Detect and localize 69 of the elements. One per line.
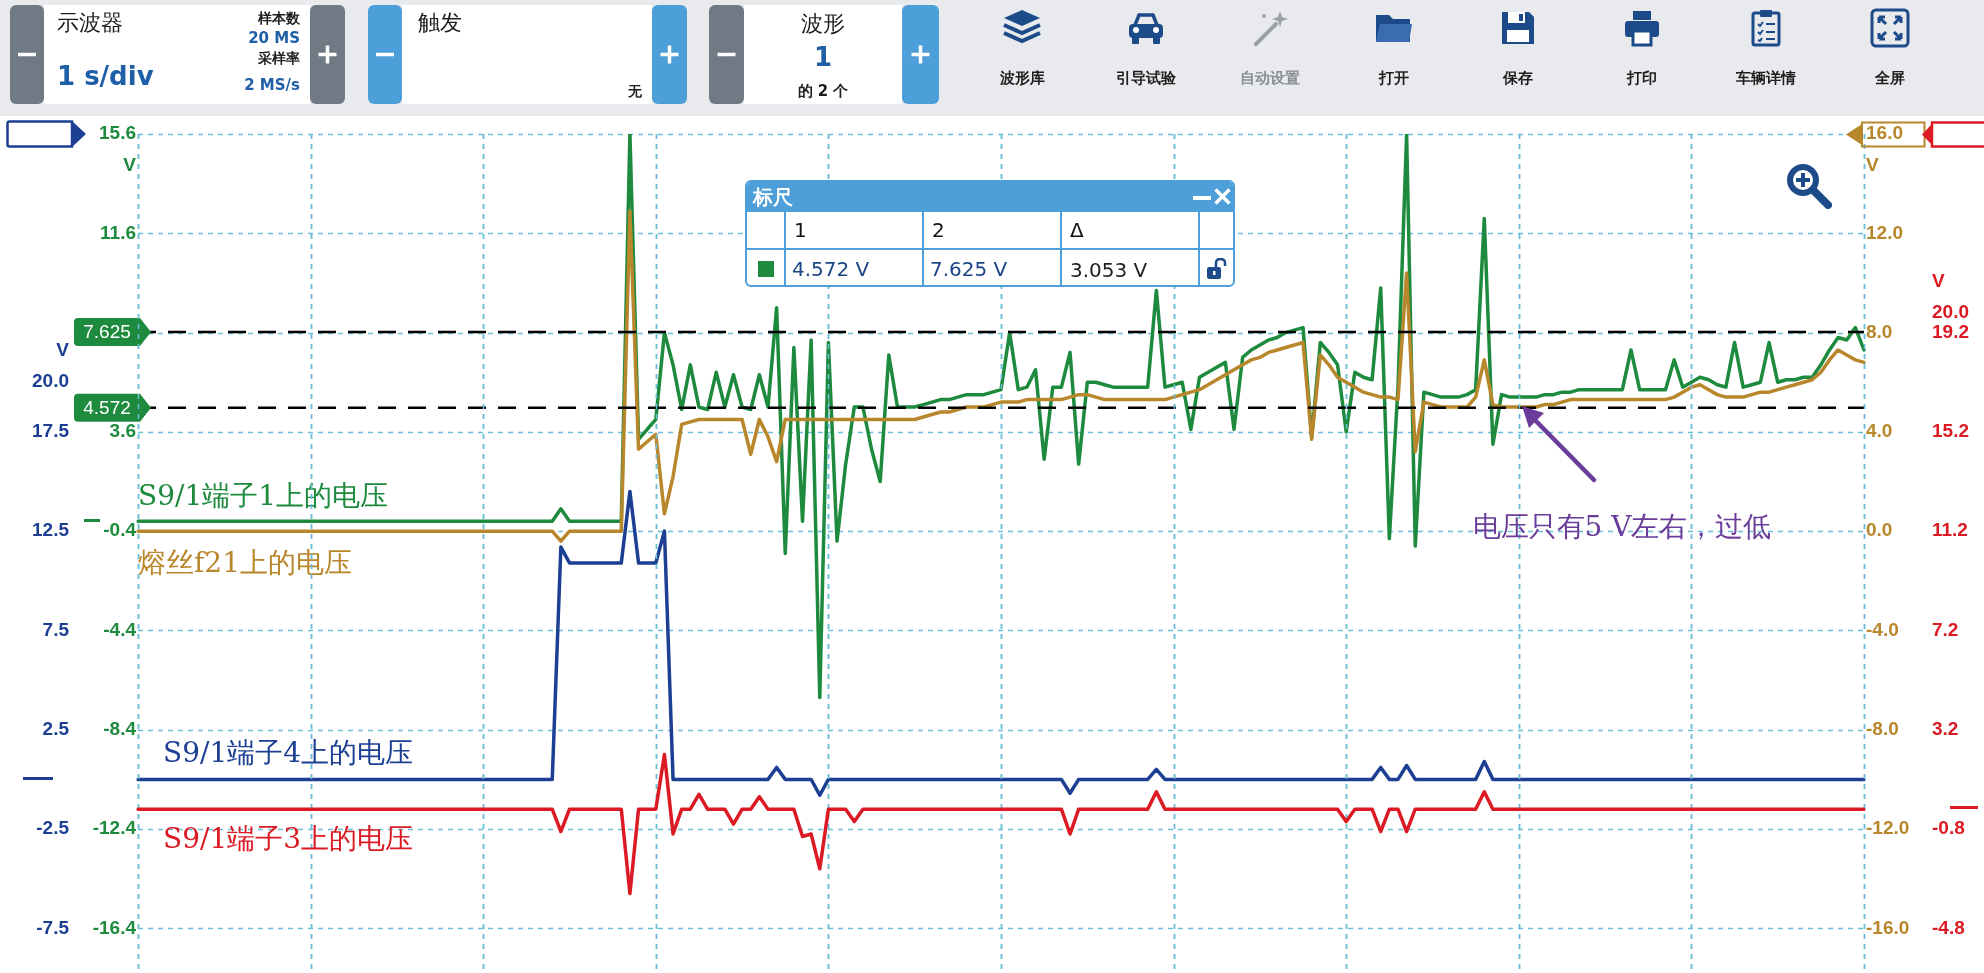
y-tick-label: 20.0 — [1932, 300, 1969, 322]
text: 波形 — [801, 10, 845, 38]
y-tick-label: 11.2 — [1932, 519, 1968, 541]
text: 20 MS — [248, 29, 300, 47]
y3-tick-label: -7.5 — [36, 916, 70, 938]
y2-tick-label: 4.0 — [1866, 420, 1893, 442]
text: 自动设置 — [1240, 68, 1300, 88]
annotation: 2 — [932, 218, 945, 242]
text: 波形库 — [999, 68, 1045, 88]
series-label: S9/1端子1上的电压 — [138, 478, 389, 512]
annotation: 1 — [794, 218, 807, 242]
ref-line-label: 7.625 — [83, 321, 131, 343]
y-tick-label: 3.6 — [109, 420, 136, 442]
y-tick-label: -4.4 — [103, 618, 137, 640]
y3-tick-label: 7.5 — [42, 618, 70, 640]
y2-tick-label: -8.0 — [1866, 717, 1899, 739]
text: 示波器 — [57, 9, 123, 37]
text: 样本数 — [258, 10, 300, 28]
y3-axis-title: V — [56, 339, 70, 361]
text: 触发 — [418, 9, 462, 37]
text: 保存 — [1503, 68, 1533, 88]
y-tick-label: -12.4 — [92, 817, 137, 839]
y2-tick-label: 8.0 — [1866, 320, 1893, 342]
text: 打印 — [1627, 68, 1657, 88]
y-axis-title: V — [123, 154, 137, 176]
series-label: S9/1端子3上的电压 — [163, 822, 414, 856]
y-tick-label: 15.2 — [1932, 420, 1969, 442]
annotation: 标尺 — [753, 183, 793, 211]
text: 引导试验 — [1116, 68, 1176, 88]
text: 打开 — [1379, 68, 1409, 88]
y2-tick-label: 0.0 — [1866, 519, 1893, 541]
text: 1 s/div — [57, 61, 154, 91]
y3-tick-label: 12.5 — [32, 519, 70, 541]
y-tick-label: 19.2 — [1932, 320, 1969, 342]
y2-tick-label: -4.0 — [1866, 618, 1899, 640]
text: 采样率 — [258, 50, 300, 68]
annotation: 4.572 V — [792, 257, 870, 281]
text: 2 MS/s — [244, 76, 300, 94]
annotation: Δ — [1070, 218, 1084, 242]
y3-tick-label: 2.5 — [42, 717, 70, 739]
y-tick-label: 3.2 — [1932, 717, 1959, 739]
series-label: 熔丝f21上的电压 — [138, 546, 352, 580]
text: 的 2 个 — [797, 81, 849, 101]
y-tick-label: -0.4 — [103, 519, 137, 541]
y2-tick-label: -16.0 — [1866, 916, 1910, 938]
annotation: 电压只有5 V左右，过低 — [1472, 509, 1772, 545]
y2-axis-title: V — [1866, 154, 1879, 176]
y-tick-label: -8.4 — [103, 717, 137, 739]
text: 车辆详情 — [1736, 68, 1796, 88]
y3-tick-label: 17.5 — [32, 420, 70, 442]
y-tick-label: 7.2 — [1932, 618, 1959, 640]
annotation: 3.053 V — [1070, 258, 1148, 282]
text: 全屏 — [1875, 68, 1905, 88]
ref-line-label: 4.572 — [83, 396, 131, 418]
y3-tick-label: -2.5 — [36, 817, 70, 839]
y2-tick-label: -12.0 — [1866, 817, 1910, 839]
y3-tick-label: 20.0 — [32, 370, 69, 392]
series-label: S9/1端子4上的电压 — [163, 735, 414, 769]
y-tick-label: 11.6 — [100, 221, 136, 243]
text: 无 — [628, 83, 642, 101]
text: 1 — [813, 42, 833, 72]
y2-tick-label: 12.0 — [1866, 221, 1903, 243]
y-tick-label: -4.8 — [1932, 916, 1965, 938]
y-tick-label: 15.6 — [99, 122, 136, 144]
annotation: 7.625 V — [930, 257, 1008, 281]
y-tick-label: -0.8 — [1932, 817, 1965, 839]
y-tick-label: -16.4 — [92, 916, 137, 938]
y2-tick-label: 16.0 — [1866, 122, 1903, 144]
y-axis-title: V — [1932, 269, 1945, 291]
